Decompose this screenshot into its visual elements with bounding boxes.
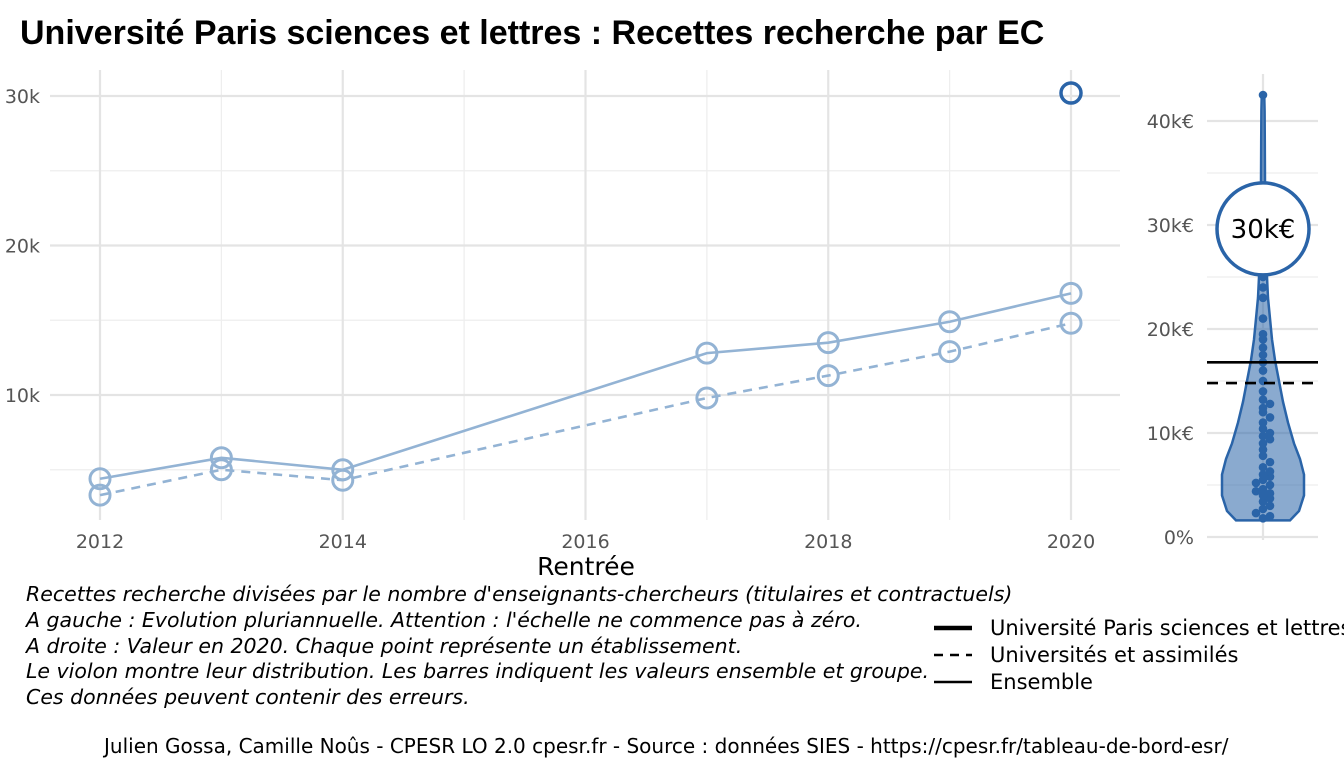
y-tick-label: 20k€ <box>1147 319 1194 341</box>
caption: Recettes recherche divisées par le nombr… <box>26 582 1012 711</box>
highlight-bubble <box>1215 181 1311 277</box>
distribution-point <box>1258 513 1268 523</box>
distribution-point <box>1265 501 1275 511</box>
y-tick-label: 10k <box>5 385 40 407</box>
highlight-point <box>1059 81 1083 105</box>
y-tick-label: 30k <box>5 86 40 108</box>
data-point <box>938 310 962 334</box>
distribution-point <box>1265 434 1275 444</box>
distribution-point <box>1258 395 1268 405</box>
data-point <box>88 467 112 491</box>
legend-item: Université Paris sciences et lettres <box>932 615 1344 641</box>
distribution-point <box>1265 489 1275 498</box>
distribution-point <box>1265 428 1275 438</box>
distribution-point <box>1258 90 1268 100</box>
legend-label: Université Paris sciences et lettres <box>990 616 1344 640</box>
data-point <box>209 458 233 482</box>
series-line <box>99 292 1072 481</box>
distribution-point <box>1258 403 1268 413</box>
distribution-point <box>1258 463 1268 472</box>
distribution-point <box>1258 439 1268 448</box>
violin-chart-panel: 0% 10k€ 20k€ 30k€ 40k€ 30k€ <box>1147 74 1318 549</box>
distribution-point <box>1258 350 1268 360</box>
data-point <box>695 386 719 410</box>
line-chart-panel: 10k 20k 30k 2012 2014 2016 2018 2020 Rentrée <box>5 70 1120 581</box>
distribution-point <box>1258 343 1268 353</box>
data-point <box>1059 311 1083 335</box>
legend-label: Universités et assimilés <box>990 643 1239 667</box>
distribution-point <box>1258 431 1268 441</box>
data-point <box>1059 281 1083 305</box>
caption-line: Recettes recherche divisées par le nombr… <box>26 582 1013 606</box>
data-point <box>816 364 840 388</box>
series-line <box>99 321 1072 497</box>
distribution-point <box>1251 486 1261 496</box>
data-point <box>938 340 962 364</box>
distribution-point <box>1258 484 1268 494</box>
distribution-point <box>1258 314 1268 323</box>
distribution-point <box>1258 293 1268 303</box>
caption-line: Le violon montre leur distribution. Les … <box>26 659 930 684</box>
y-tick-label: 30k€ <box>1147 215 1194 237</box>
distribution-point <box>1258 445 1268 454</box>
data-point <box>331 468 355 492</box>
x-tick-label: 2016 <box>561 531 609 553</box>
distribution-point <box>1258 497 1268 506</box>
data-point <box>816 331 840 355</box>
y-tick-label: 40k€ <box>1147 111 1194 133</box>
distribution-point <box>1251 508 1261 518</box>
distribution-point <box>1265 467 1275 476</box>
legend-item: Universités et assimilés <box>932 642 1344 668</box>
legend-key-dashed <box>934 653 972 657</box>
data-point <box>695 341 719 365</box>
distribution-point <box>1265 413 1275 422</box>
chart-canvas: 10k 20k 30k 2012 2014 2016 2018 2020 Rentrée 0% 1… <box>5 70 1318 581</box>
y-tick-label: 0% <box>1164 527 1194 549</box>
distribution-point <box>1265 480 1275 490</box>
data-point <box>88 483 112 507</box>
distribution-point <box>1258 470 1268 479</box>
y-tick-label: 20k <box>5 236 40 258</box>
distribution-point <box>1258 329 1268 339</box>
legend-key-solid <box>934 680 972 684</box>
y-tick-label: 10k€ <box>1147 423 1194 445</box>
caption-line: A gauche : Evolution pluriannuelle. Atte… <box>26 607 862 632</box>
distribution-point <box>1265 457 1275 467</box>
chart-title: Université Paris sciences et lettres : R… <box>20 14 1045 52</box>
legend-label: Ensemble <box>990 670 1093 694</box>
distribution-point <box>1258 366 1268 375</box>
distribution-point <box>1258 424 1268 434</box>
highlight-label: 30k€ <box>1231 215 1296 245</box>
distribution-point <box>1258 451 1268 461</box>
x-tick-label: 2018 <box>804 531 852 553</box>
distribution-point <box>1265 399 1275 409</box>
data-point <box>209 446 233 470</box>
distribution-point <box>1258 387 1268 396</box>
x-tick-label: 2014 <box>319 531 367 553</box>
distribution-point <box>1265 511 1275 521</box>
distribution-point <box>1258 418 1268 427</box>
caption-line: Ces données peuvent contenir des erreurs… <box>26 685 470 710</box>
x-tick-label: 2012 <box>76 531 124 553</box>
caption-line: A droite : Valeur en 2020. Chaque point … <box>26 633 743 658</box>
legend-item: Ensemble <box>932 669 1344 695</box>
distribution-point <box>1258 491 1268 500</box>
distribution-point <box>1251 478 1261 488</box>
legend-key-thick <box>934 625 972 631</box>
x-tick-label: 2020 <box>1047 531 1095 553</box>
footer-credits: Julien Gossa, Camille Noûs - CPESR LO 2.… <box>104 734 1229 758</box>
x-axis-title: Rentrée <box>537 552 635 581</box>
distribution-point <box>1258 283 1268 292</box>
distribution-point <box>1258 504 1268 514</box>
